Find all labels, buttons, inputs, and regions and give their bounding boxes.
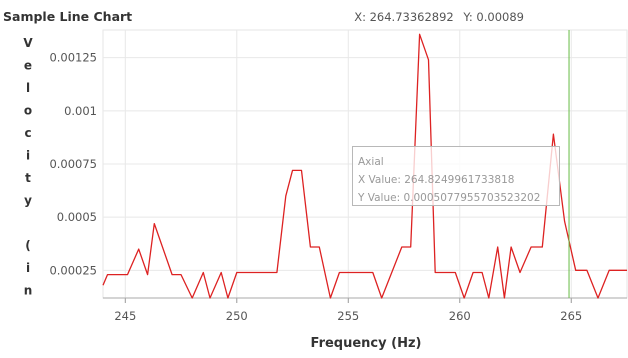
x-tick-label: 245: [114, 309, 136, 323]
readout-y: Y: 0.00089: [463, 10, 524, 24]
y-tick-label: 0.00125: [49, 51, 97, 65]
readout-x: X: 264.73362892: [354, 10, 454, 24]
x-tick-label: 250: [226, 309, 248, 323]
y-axis-label-char: l: [26, 81, 30, 95]
y-axis-label-char: y: [24, 194, 32, 208]
y-axis-label-char: V: [23, 36, 33, 50]
x-tick-label: 255: [337, 309, 359, 323]
series-layer: [102, 33, 627, 299]
y-tick-label: 0.001: [64, 104, 97, 118]
y-tick-label: 0.0005: [57, 210, 97, 224]
y-axis-label-char: c: [24, 126, 31, 140]
y-tick-label: 0.00075: [49, 157, 97, 171]
tooltip-y-value: Y Value: 0.0005077955703523202: [358, 192, 541, 204]
chart-title: Sample Line Chart: [3, 9, 133, 24]
x-tick-label: 265: [560, 309, 582, 323]
y-tick-label: 0.00025: [49, 263, 97, 277]
tooltip-x-value: X Value: 264.8249961733818: [358, 174, 515, 186]
x-axis-label: Frequency (Hz): [311, 336, 422, 351]
y-axis-label-char: t: [25, 171, 31, 185]
y-axis-label-char: o: [24, 104, 32, 118]
y-axis-label-char: (: [25, 239, 30, 253]
axes: 0.00025 0.0005 0.00075 0.001 0.00125 245 250 25…: [49, 51, 627, 323]
tooltip-series-name: Axial: [358, 156, 384, 168]
cursor-readout: X: 264.73362892 Y: 0.00089: [354, 10, 530, 24]
series-line-axial: [102, 33, 627, 299]
y-axis-label-char: i: [26, 261, 30, 275]
y-axis-label-char: i: [26, 149, 30, 163]
data-tooltip: Axial X Value: 264.8249961733818 Y Value…: [352, 146, 560, 206]
y-axis-label-char: n: [24, 284, 33, 298]
y-axis-label-char: e: [24, 59, 32, 73]
x-tick-label: 260: [449, 309, 471, 323]
